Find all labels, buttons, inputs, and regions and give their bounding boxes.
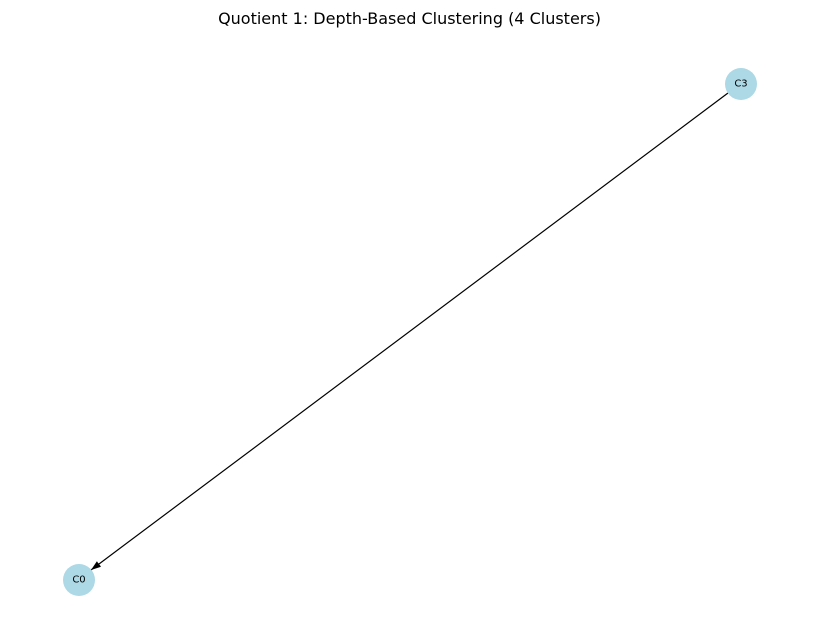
node-c0[interactable]: C0: [63, 564, 95, 596]
node-c3-circle: [725, 68, 757, 100]
node-c3[interactable]: C3: [725, 68, 757, 100]
node-c3-label: C3: [734, 79, 747, 90]
node-c0-label: C0: [72, 575, 85, 586]
node-c0-circle: [63, 564, 95, 596]
diagram-title: Quotient 1: Depth-Based Clustering (4 Cl…: [218, 9, 601, 28]
edge-c3-to-c0: [90, 92, 729, 571]
